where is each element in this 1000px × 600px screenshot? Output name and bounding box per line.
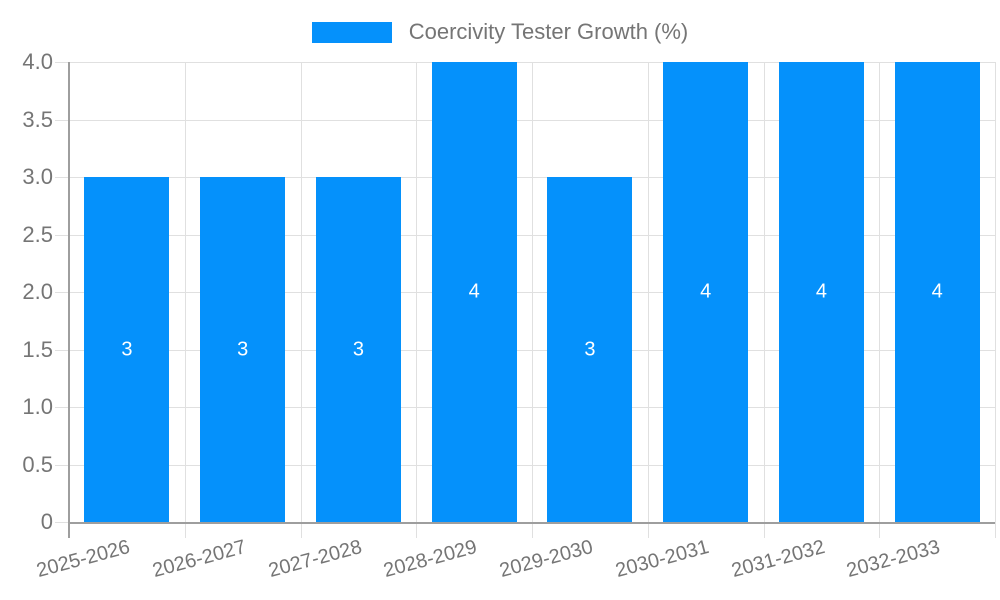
bar-value-label: 3 [584, 338, 596, 360]
y-axis-tick-label: 4.0 [22, 49, 53, 74]
y-axis-tick-label: 3.0 [22, 164, 53, 189]
bar-value-label: 4 [700, 280, 712, 303]
bar [778, 62, 864, 522]
y-axis-tick-label: 0 [40, 509, 53, 534]
bar [663, 62, 749, 522]
x-axis-line [68, 522, 995, 524]
y-gridline [55, 234, 995, 236]
x-gridline [647, 62, 649, 538]
y-tick-mark [55, 522, 69, 523]
x-gridline [416, 62, 418, 538]
x-axis-tick-label: 2029-2030 [497, 536, 596, 583]
y-axis-tick-label: 0.5 [22, 451, 53, 477]
bar [547, 177, 633, 522]
bar [894, 62, 980, 522]
bar-value-label: 4 [931, 280, 943, 303]
x-axis-tick-label: 2032-2033 [844, 536, 943, 583]
y-axis-tick-label: 2.0 [22, 279, 53, 304]
y-gridline [55, 407, 995, 408]
x-axis-tick-label: 2028-2029 [381, 536, 480, 583]
bar-value-label: 4 [815, 280, 827, 303]
y-axis-tick-label: 1.5 [22, 336, 53, 362]
x-gridline [184, 62, 186, 538]
bar-value-label: 3 [352, 338, 364, 360]
x-axis-tick-label: 2025-2026 [34, 536, 133, 583]
legend-label: Coercivity Tester Growth (%) [408, 19, 689, 44]
bar [84, 177, 170, 522]
x-axis-tick-label: 2030-2031 [613, 536, 712, 583]
y-axis-tick-label: 2.5 [22, 221, 53, 247]
y-gridline [55, 464, 995, 466]
y-gridline [55, 349, 995, 351]
x-axis-tick-label: 2026-2027 [150, 536, 249, 583]
x-axis-tick-label: 2027-2028 [265, 536, 365, 583]
bar-value-label: 3 [237, 338, 249, 360]
bar [431, 62, 517, 522]
chart-legend[interactable]: Coercivity Tester Growth (%) [0, 20, 1000, 44]
legend-swatch-icon [311, 21, 392, 43]
bar-value-label: 4 [468, 280, 480, 303]
bar-value-label: 3 [121, 338, 133, 360]
y-axis-line [68, 62, 70, 538]
x-axis-tick-label: 2031-2032 [728, 536, 828, 583]
bar [315, 177, 401, 522]
x-gridline [300, 62, 302, 538]
y-gridline [55, 177, 995, 178]
bar [200, 177, 286, 522]
y-gridline [55, 62, 995, 63]
x-gridline [879, 62, 881, 538]
x-gridline [763, 62, 765, 538]
y-gridline [55, 119, 995, 121]
x-gridline [995, 62, 996, 538]
y-axis-tick-label: 1.0 [22, 394, 53, 419]
y-axis-tick-label: 3.5 [22, 106, 53, 132]
x-gridline [532, 62, 533, 538]
y-gridline [55, 292, 995, 293]
